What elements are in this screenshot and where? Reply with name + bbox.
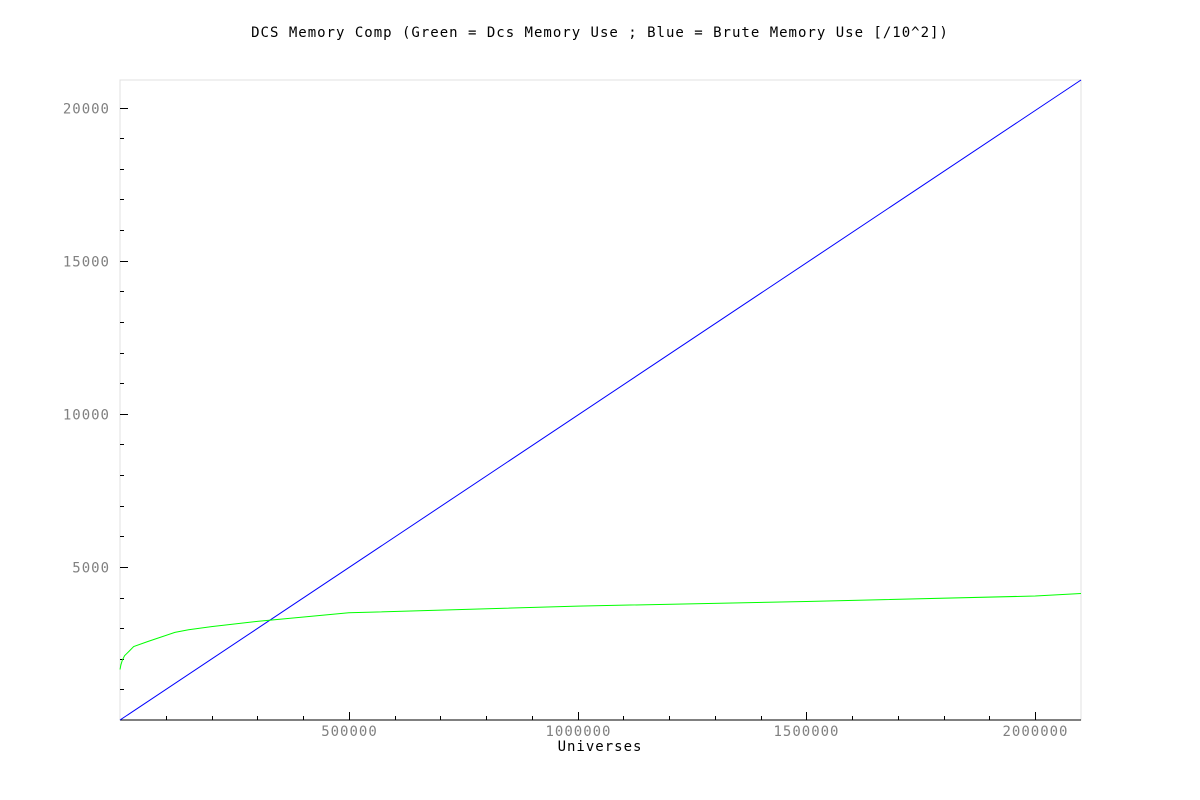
minor-ticks (120, 138, 990, 720)
x-tick-label: 1500000 (773, 724, 839, 740)
major-ticks (120, 108, 1036, 720)
y-tick-label: 5000 (72, 561, 110, 577)
chart-title: DCS Memory Comp (Green = Dcs Memory Use … (251, 25, 949, 41)
series-line-brute (119, 79, 1082, 721)
y-tick-label: 10000 (63, 408, 110, 424)
series-line-dcs (119, 593, 1082, 670)
y-tick-label: 20000 (63, 102, 110, 118)
x-axis-label: Universes (558, 739, 643, 755)
y-tick-label: 15000 (63, 255, 110, 271)
x-tick-label: 500000 (321, 724, 378, 740)
series-lines (119, 79, 1082, 721)
y-tick-labels: 5000 10000 15000 20000 (63, 102, 110, 577)
x-tick-label: 2000000 (1002, 724, 1068, 740)
x-tick-label: 1000000 (545, 724, 611, 740)
x-tick-labels: 500000 1000000 1500000 2000000 (321, 724, 1068, 740)
